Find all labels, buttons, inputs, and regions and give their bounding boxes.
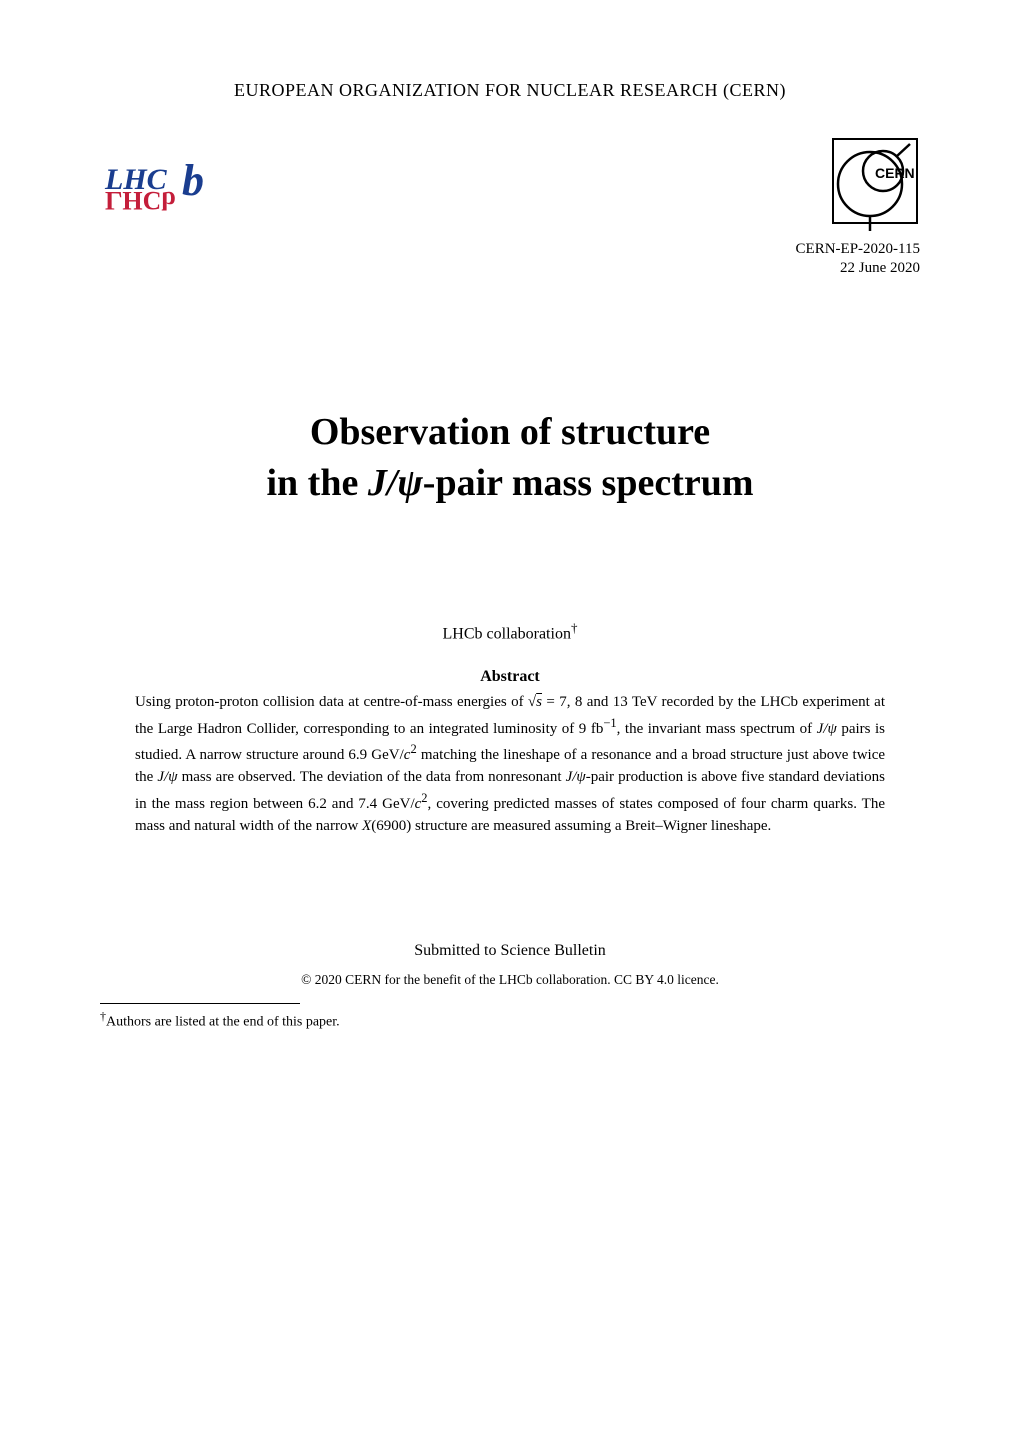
report-number: CERN-EP-2020-115 <box>796 241 920 258</box>
title-line-1: Observation of structure <box>100 407 920 458</box>
lhcb-logo: LHC b LHCb <box>100 161 235 226</box>
svg-text:b: b <box>182 161 204 205</box>
collaboration-line: LHCb collaboration† <box>100 620 920 643</box>
collaboration-name: LHCb collaboration <box>443 625 571 642</box>
paper-title: Observation of structure in the J/ψ-pair… <box>100 407 920 510</box>
svg-text:LHCb: LHCb <box>105 186 176 215</box>
title-line-2: in the J/ψ-pair mass spectrum <box>100 458 920 509</box>
organization-header: EUROPEAN ORGANIZATION FOR NUCLEAR RESEAR… <box>100 80 920 101</box>
report-date: 22 June 2020 <box>796 260 920 277</box>
abstract-body: Using proton-proton collision data at ce… <box>100 692 920 838</box>
cern-block: CERN CERN-EP-2020-115 22 June 2020 <box>796 136 920 277</box>
logos-row: LHC b LHCb CERN CERN-EP-2020-115 22 June… <box>100 136 920 277</box>
copyright-symbol: © <box>301 972 311 987</box>
title-math: J/ψ <box>368 462 423 504</box>
svg-text:CERN: CERN <box>875 165 915 181</box>
copyright-text: 2020 CERN for the benefit of the LHCb co… <box>311 972 718 987</box>
copyright-line: © 2020 CERN for the benefit of the LHCb … <box>100 972 920 988</box>
collaboration-marker: † <box>571 620 578 635</box>
submitted-line: Submitted to Science Bulletin <box>100 942 920 960</box>
title-suffix: -pair mass spectrum <box>423 462 754 504</box>
footnote-text: Authors are listed at the end of this pa… <box>106 1015 340 1030</box>
abstract-heading: Abstract <box>100 668 920 686</box>
footnote-line: †Authors are listed at the end of this p… <box>100 1009 920 1031</box>
cern-logo: CERN <box>796 136 920 236</box>
title-prefix: in the <box>266 462 367 504</box>
footnote-rule <box>100 1003 300 1004</box>
